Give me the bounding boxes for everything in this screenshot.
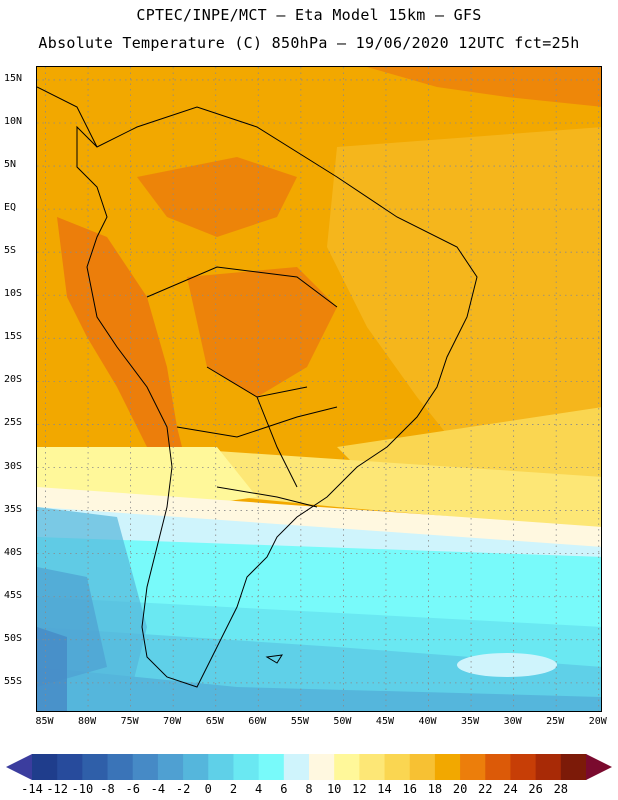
longitude-label: 45W (375, 716, 394, 727)
colorbar-label: -4 (150, 782, 166, 796)
longitude-label: 50W (333, 716, 352, 727)
country-borders (146, 266, 338, 508)
colorbar-box (183, 754, 209, 780)
colorbar-box (535, 754, 562, 780)
colorbar-label: 20 (452, 782, 468, 796)
colorbar-box (233, 754, 260, 780)
colorbar-label: -12 (46, 782, 69, 796)
colorbar-boxes (32, 754, 587, 780)
field-band-20-22 (187, 267, 337, 397)
colorbar-box (32, 754, 58, 780)
longitude-label: 35W (461, 716, 480, 727)
field-band-18-20 (327, 127, 601, 487)
colorbar-box (132, 754, 159, 780)
map-canvas (37, 67, 601, 711)
colorbar-label: 18 (427, 782, 443, 796)
colorbar-label: 6 (280, 782, 288, 796)
longitude-label: 70W (163, 716, 182, 727)
longitude-label: 65W (205, 716, 224, 727)
colorbar-box (107, 754, 134, 780)
colorbar-box (510, 754, 537, 780)
falklands (265, 654, 283, 664)
longitude-label: 25W (546, 716, 565, 727)
colorbar-label: 0 (204, 782, 212, 796)
colorbar-label: 28 (553, 782, 569, 796)
map-title: CPTEC/INPE/MCT – Eta Model 15km – GFS (136, 6, 482, 24)
field-band-20-22 (57, 217, 187, 487)
latitude-label: 20S (4, 374, 23, 386)
longitude-label: 85W (35, 716, 54, 727)
colorbar-box (434, 754, 461, 780)
colorbar-label: -8 (100, 782, 115, 796)
latitude-label: 10S (4, 288, 23, 300)
latitude-label: 45S (4, 589, 23, 601)
latitude-label: 15N (4, 72, 23, 84)
colorbar-label: -6 (125, 782, 140, 796)
colorbar-label: 26 (528, 782, 543, 796)
latitude-label: 30S (4, 460, 23, 472)
longitude-label: 80W (78, 716, 97, 727)
colorbar-box (309, 754, 335, 780)
central-america-coast (37, 86, 98, 148)
temperature-map (36, 66, 602, 712)
map-gridlines (37, 67, 601, 711)
color-scale-bar (6, 754, 612, 780)
colorbar-label: 12 (352, 782, 367, 796)
colorbar-label: 4 (255, 782, 263, 796)
colorbar-box (57, 754, 83, 780)
field-band-20-22 (367, 67, 601, 107)
colorbar-label: 8 (305, 782, 313, 796)
map-subtitle: Absolute Temperature (C) 850hPa – 19/06/… (38, 34, 580, 52)
latitude-label: EQ (4, 202, 17, 214)
temperature-field (37, 67, 601, 711)
field-band-minus4-minus2 (37, 667, 601, 711)
colorbar-right-arrow (586, 754, 612, 780)
latitude-label: 15S (4, 331, 23, 343)
colorbar-box (460, 754, 486, 780)
longitude-label: 30W (503, 716, 522, 727)
latitude-label: 10N (4, 115, 23, 127)
field-band-2-4 (37, 537, 601, 647)
colorbar-box (334, 754, 360, 780)
colorbar-box (208, 754, 234, 780)
south-america-coast (76, 106, 478, 688)
longitude-label: 20W (588, 716, 607, 727)
colorbar-label: 22 (478, 782, 493, 796)
colorbar-box (157, 754, 184, 780)
coastlines (37, 86, 478, 688)
colorbar-label: 24 (503, 782, 518, 796)
latitude-label: 40S (4, 546, 23, 558)
longitude-label: 75W (120, 716, 139, 727)
field-band-10-12 (157, 447, 601, 537)
colorbar-box (384, 754, 411, 780)
latitude-label: 55S (4, 675, 23, 687)
latitude-label: 35S (4, 503, 23, 515)
longitude-label: 60W (248, 716, 267, 727)
field-band-minus10-minus8 (37, 627, 67, 711)
latitude-label: 5N (4, 159, 17, 171)
colorbar-label: 10 (326, 782, 342, 796)
colorbar-box (283, 754, 310, 780)
colorbar-label: -10 (71, 782, 94, 796)
colorbar-label: 16 (402, 782, 417, 796)
latitude-label: 5S (4, 245, 17, 257)
field-band-20-22 (137, 157, 297, 237)
field-warm-blob (457, 653, 557, 677)
colorbar-box (359, 754, 386, 780)
colorbar-label: -14 (21, 782, 43, 796)
colorbar-box (560, 754, 587, 780)
colorbar-box (82, 754, 109, 780)
latitude-label: 25S (4, 417, 23, 429)
latitude-label: 50S (4, 632, 23, 644)
colorbar-box (485, 754, 511, 780)
colorbar-label: 14 (377, 782, 392, 796)
colorbar-label: -2 (175, 782, 191, 796)
colorbar-box (258, 754, 285, 780)
colorbar-box (409, 754, 436, 780)
longitude-label: 55W (290, 716, 309, 727)
longitude-label: 40W (418, 716, 437, 727)
colorbar-label: 2 (229, 782, 238, 796)
colorbar-left-arrow (6, 754, 32, 780)
